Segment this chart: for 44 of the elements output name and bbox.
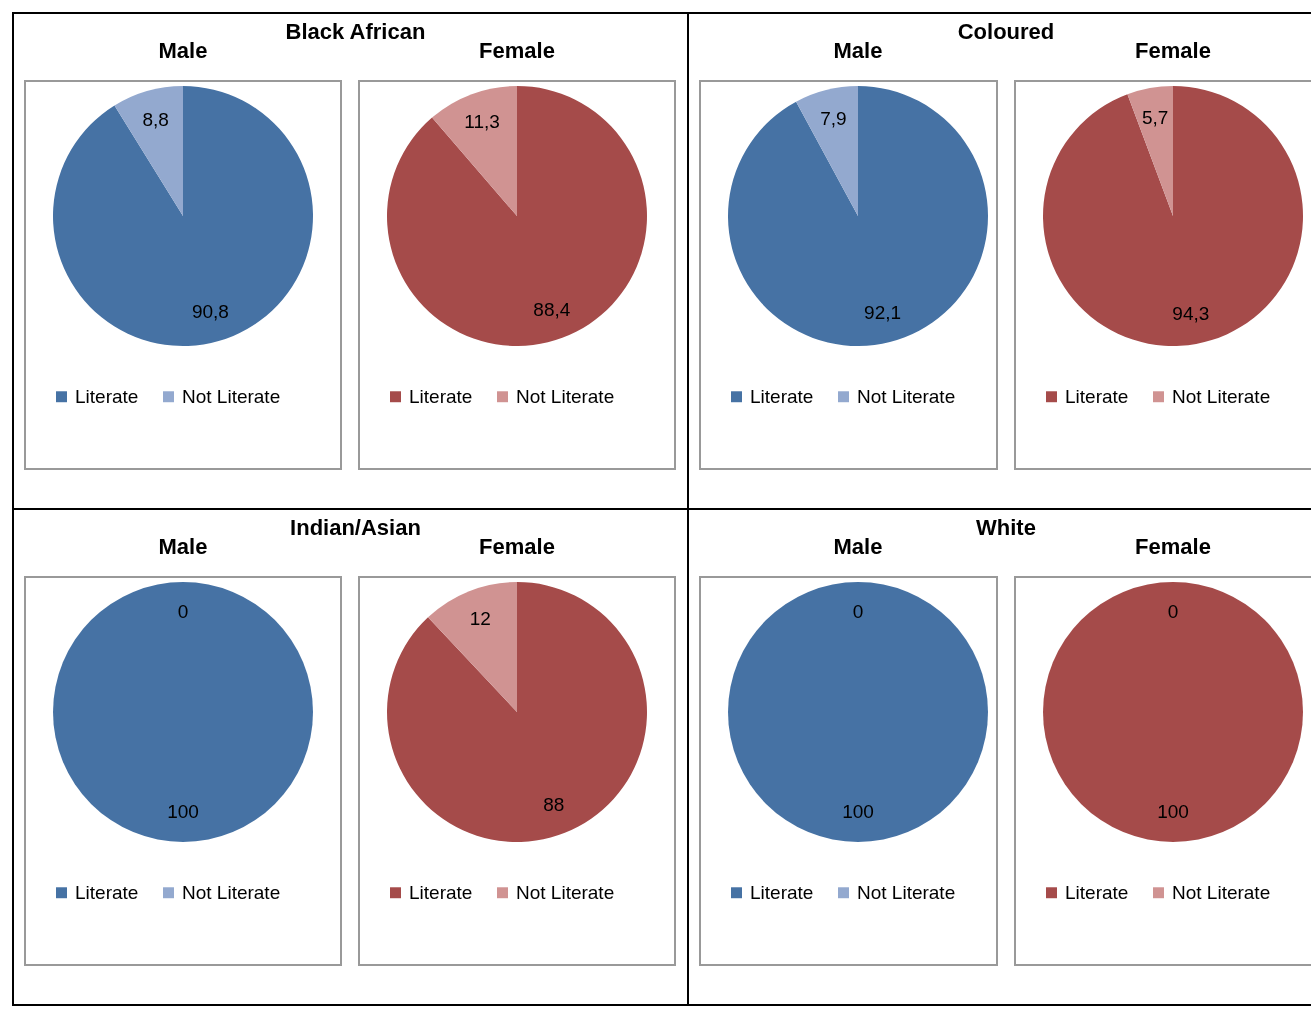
data-label: 12	[469, 608, 491, 630]
chart-title: Male	[833, 38, 883, 63]
data-label: 90,8	[191, 301, 229, 323]
chart-title: Male	[158, 38, 208, 63]
chart-title: Male	[158, 534, 208, 559]
chart-title: Female	[1135, 38, 1211, 63]
chart-title: Female	[479, 38, 555, 63]
text: 0	[177, 601, 189, 622]
chart-title: Female	[479, 534, 555, 559]
data-label: 11,3	[464, 111, 500, 133]
data-label: 100	[1157, 801, 1189, 822]
data-label: 88,4	[533, 298, 571, 320]
legend-label: Not Literate	[516, 881, 615, 903]
text: 0	[1167, 601, 1179, 622]
data-label: 94,3	[1172, 303, 1210, 325]
legend-label: Literate	[409, 385, 473, 407]
legend-label: Literate	[1065, 385, 1129, 407]
legend-label: Not Literate	[1172, 385, 1271, 407]
chart-title: Female	[1135, 534, 1211, 559]
legend-label: Not Literate	[516, 385, 615, 407]
text: White	[976, 515, 1036, 540]
text: 0	[852, 601, 864, 622]
legend-label: Not Literate	[182, 881, 281, 903]
data-label: 8,8	[142, 108, 169, 130]
legend-label: Literate	[75, 881, 139, 903]
text: Indian/Asian	[290, 515, 421, 540]
legend-label: Not Literate	[182, 385, 281, 407]
data-label: 100	[842, 801, 874, 822]
legend-label: Literate	[409, 881, 473, 903]
legend-label: Literate	[75, 385, 139, 407]
legend-label: Literate	[750, 881, 814, 903]
data-label: 5,7	[1141, 106, 1169, 128]
legend-label: Not Literate	[857, 385, 956, 407]
text: Coloured	[957, 19, 1055, 44]
legend-label: Not Literate	[857, 881, 956, 903]
text: Black African	[285, 19, 426, 44]
legend-label: Literate	[1065, 881, 1129, 903]
chart-title: Male	[833, 534, 883, 559]
data-label: 100	[167, 801, 199, 822]
legend-label: Literate	[750, 385, 814, 407]
data-label: 92,1	[864, 301, 902, 323]
data-label: 7,9	[820, 108, 847, 130]
legend-label: Not Literate	[1172, 881, 1271, 903]
data-label: 88	[543, 793, 565, 815]
